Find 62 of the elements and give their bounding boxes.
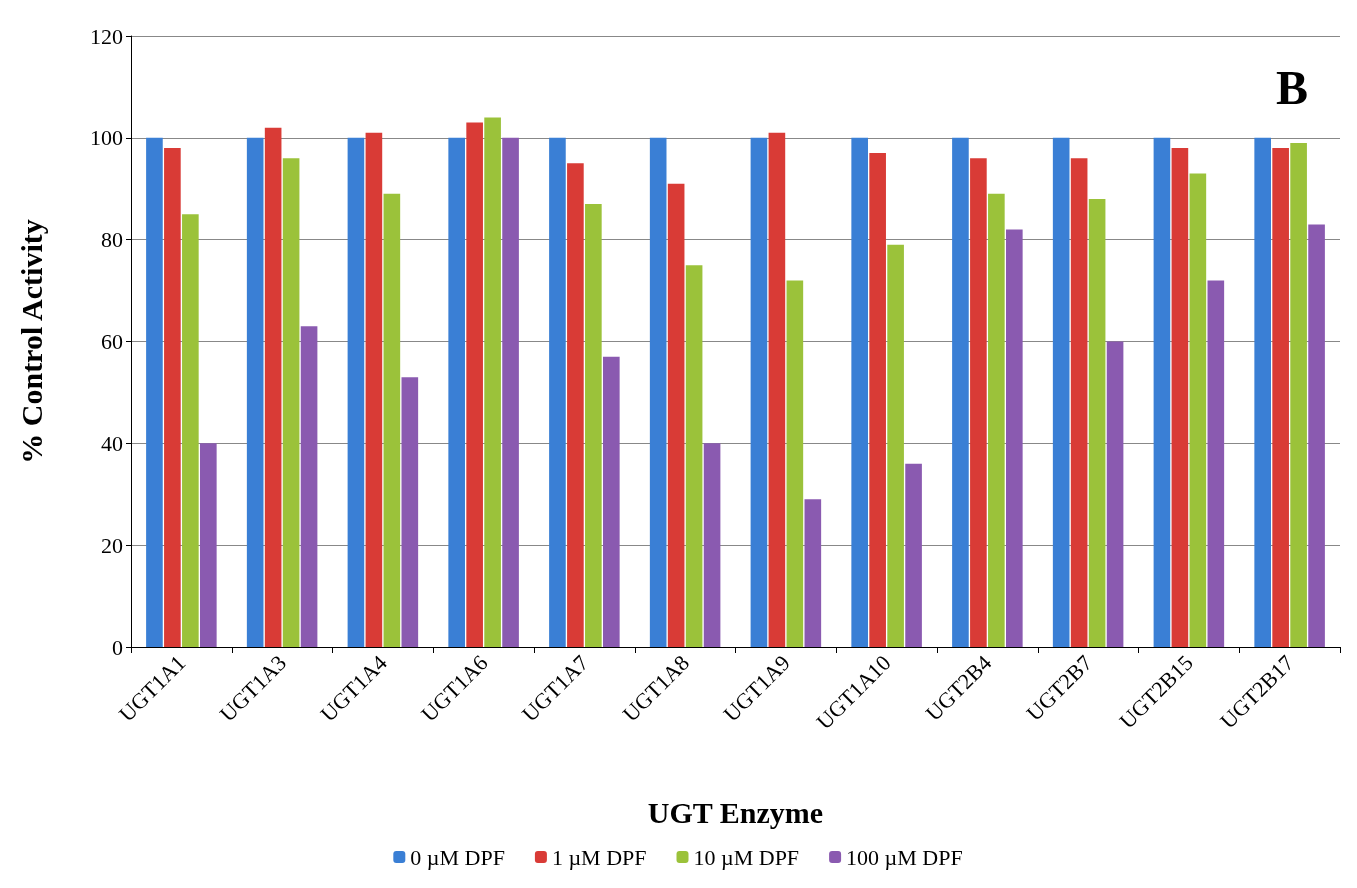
bar (603, 356, 620, 647)
bar (685, 265, 703, 647)
bar (1088, 198, 1106, 647)
bar (1153, 137, 1171, 647)
bar (585, 204, 602, 647)
bar (1052, 137, 1070, 647)
y-tick-label: 100 (90, 125, 123, 151)
y-tick-label: 120 (90, 23, 123, 49)
bar (401, 377, 419, 647)
bar (466, 122, 483, 647)
y-tick-label: 40 (101, 430, 123, 456)
bar (1106, 341, 1124, 647)
y-axis-title: % Control Activity (14, 219, 48, 464)
bar (786, 280, 804, 647)
bar (200, 443, 217, 647)
legend-label: 100 µM DPF (846, 844, 963, 870)
y-tick-label: 80 (101, 227, 123, 253)
x-axis-title: UGT Enzyme (647, 795, 824, 829)
bar (649, 137, 667, 647)
bar (282, 158, 300, 647)
bar (567, 163, 584, 647)
bar (146, 137, 163, 647)
bar (264, 127, 282, 647)
bar (300, 326, 318, 647)
legend-label: 0 µM DPF (410, 844, 505, 870)
bar (182, 214, 199, 647)
y-tick-label: 20 (101, 532, 123, 558)
y-tick-label: 60 (101, 329, 123, 354)
bar (703, 443, 721, 647)
annotation: B (1275, 60, 1308, 114)
bar (1189, 173, 1207, 647)
bar (246, 137, 264, 647)
bar (484, 117, 501, 647)
bar (1254, 137, 1271, 647)
bar (952, 137, 969, 647)
bar (750, 137, 768, 647)
bar (347, 137, 365, 647)
bar (804, 499, 822, 647)
bar (667, 183, 685, 647)
bar (1308, 224, 1325, 647)
bar (1207, 280, 1225, 647)
bar (1290, 142, 1307, 647)
bar (988, 193, 1005, 647)
bar (851, 137, 868, 647)
bar (164, 148, 181, 647)
bar (549, 137, 566, 647)
bar (1171, 148, 1189, 647)
legend-label: 10 µM DPF (693, 844, 800, 870)
bar (502, 137, 519, 647)
bar (448, 137, 465, 647)
bar (970, 158, 987, 647)
bar (365, 132, 383, 647)
bar (383, 193, 401, 647)
bar (1272, 148, 1289, 647)
y-tick-label: 0 (112, 634, 123, 660)
bar (1070, 158, 1088, 647)
legend-label: 1 µM DPF (551, 844, 647, 870)
bar (869, 153, 886, 647)
bar (887, 244, 904, 647)
bar (905, 463, 922, 647)
bar (1006, 229, 1023, 647)
bar (768, 132, 786, 647)
